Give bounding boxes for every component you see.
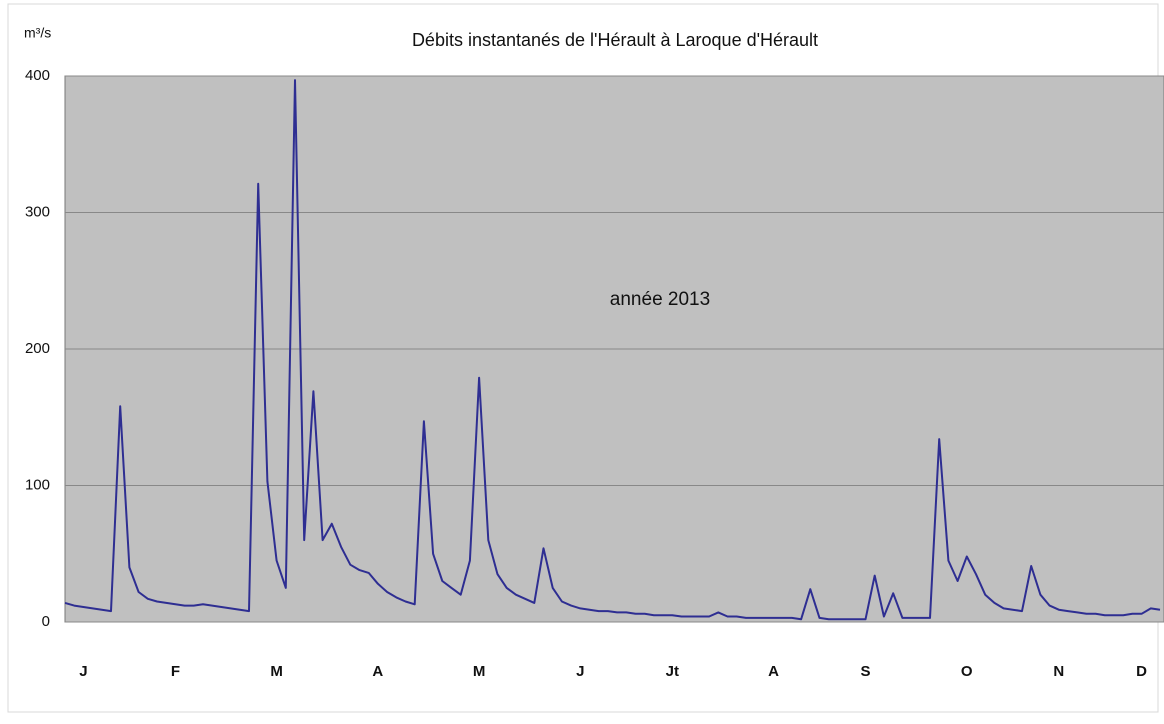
x-tick-label: J [576, 663, 584, 680]
annotation: année 2013 [610, 289, 710, 310]
x-tick-label: S [861, 663, 871, 680]
chart-title: Débits instantanés de l'Hérault à Laroqu… [412, 30, 818, 50]
y-tick-label: 200 [25, 340, 50, 357]
x-tick-label: D [1136, 663, 1147, 680]
x-tick-label: M [270, 663, 283, 680]
y-tick-label: 0 [42, 613, 50, 630]
y-tick-label: 400 [25, 67, 50, 84]
x-tick-label: F [171, 663, 180, 680]
x-tick-label: A [372, 663, 383, 680]
y-tick-label: 100 [25, 476, 50, 493]
x-tick-label: M [473, 663, 486, 680]
y-tick-label: 300 [25, 203, 50, 220]
x-tick-label: N [1053, 663, 1064, 680]
x-tick-label: O [961, 663, 973, 680]
x-tick-label: A [768, 663, 779, 680]
flow-line [64, 79, 1161, 621]
y-axis-label: m³/s [24, 25, 51, 41]
x-tick-label: Jt [666, 663, 679, 680]
x-tick-label: J [79, 663, 87, 680]
